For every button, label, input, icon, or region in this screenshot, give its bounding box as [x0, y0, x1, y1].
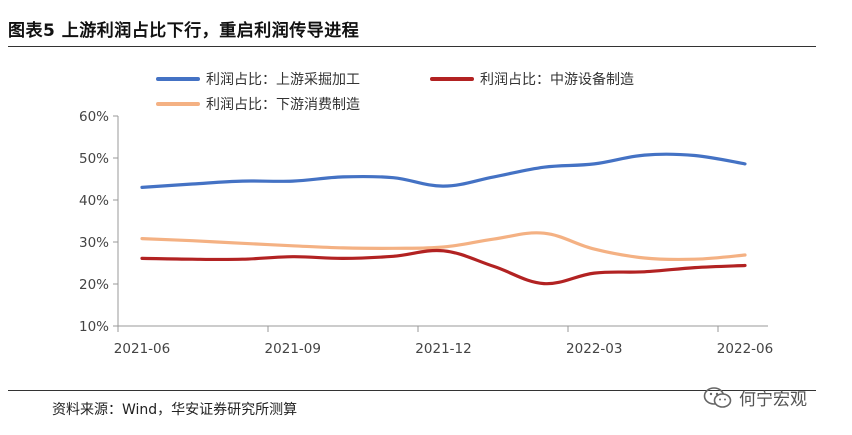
- series-line-2: [140, 248, 747, 286]
- watermark: 何宁宏观: [703, 385, 807, 410]
- x-tick-label: 2022-06: [717, 341, 773, 357]
- legend-label-1: 利润占比：上游采掘加工: [206, 72, 360, 88]
- plot-area: [140, 152, 747, 286]
- x-tick-label: 2021-12: [415, 341, 471, 357]
- x-tick-label: 2022-03: [566, 341, 622, 357]
- figure-title: 图表5 上游利润占比下行，重启利润传导进程: [8, 21, 360, 41]
- source-note: 资料来源：Wind，华安证券研究所测算: [52, 402, 298, 418]
- watermark-text: 何宁宏观: [739, 390, 807, 410]
- y-tick-label: 50%: [79, 151, 109, 167]
- wechat-icon: [703, 386, 732, 408]
- y-axis: 10% 20% 30% 40% 50% 60%: [79, 109, 119, 335]
- y-tick-label: 40%: [79, 193, 109, 209]
- bottom-rule: [8, 390, 816, 391]
- legend-label-2: 利润占比：中游设备制造: [480, 71, 634, 88]
- x-tick-label: 2021-06: [114, 341, 170, 357]
- x-tick-label: 2021-09: [265, 341, 321, 357]
- series-line-1: [140, 152, 747, 189]
- y-tick-label: 20%: [79, 277, 109, 293]
- legend-label-3: 利润占比：下游消费制造: [206, 97, 360, 113]
- y-tick-label: 60%: [79, 109, 109, 125]
- x-axis: 2021-06 2021-09 2021-12 2022-03 2022-06: [114, 325, 773, 357]
- top-rule: [8, 46, 816, 47]
- series-line-3: [140, 231, 747, 262]
- y-tick-label: 10%: [79, 319, 109, 335]
- y-tick-label: 30%: [79, 235, 109, 251]
